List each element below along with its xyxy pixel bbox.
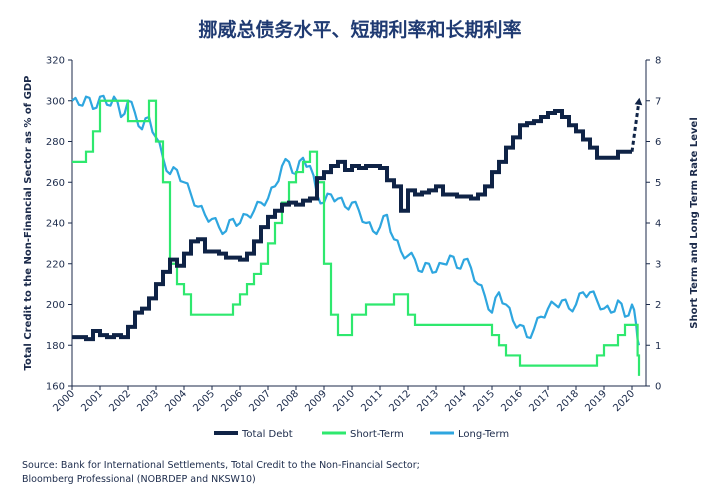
x-tick-label: 2013 [415, 388, 441, 414]
legend-label-total-debt: Total Debt [241, 429, 293, 440]
legend-label-short-term: Short-Term [350, 429, 404, 440]
source-line-2: Bloomberg Professional (NOBRDEP and NKSW… [22, 474, 256, 485]
left-tick-label: 320 [46, 56, 65, 67]
left-tick-label: 300 [46, 96, 65, 107]
right-tick-labels: 0 1 2 3 4 5 6 7 8 [646, 56, 661, 393]
right-axis-label: Short Term and Long Term Rate Level [689, 117, 700, 328]
source-line-1: Source: Bank for International Settlemen… [22, 460, 420, 471]
series-total-debt-line [72, 108, 632, 342]
legend-label-long-term: Long-Term [458, 429, 509, 440]
left-tick-label: 160 [46, 382, 65, 393]
left-tick-labels: 160 180 200 220 240 260 280 300 320 [46, 56, 72, 393]
right-tick-label: 0 [655, 382, 661, 393]
legend-item-total-debt: Total Debt [214, 429, 293, 440]
total-debt-projection-arrow [634, 97, 643, 106]
left-tick-label: 280 [46, 137, 65, 148]
x-tick-label: 2011 [359, 388, 385, 414]
series-long-term-line [71, 94, 641, 346]
total-debt-projection [630, 100, 641, 152]
right-tick-label: 3 [655, 259, 661, 270]
x-tick-label: 2007 [247, 388, 273, 414]
legend-item-short-term: Short-Term [322, 429, 404, 440]
x-tick-label: 2020 [611, 388, 637, 414]
right-tick-label: 8 [655, 56, 661, 67]
right-tick-label: 5 [655, 178, 661, 189]
right-tick-label: 7 [655, 96, 661, 107]
x-tick-label: 2012 [387, 388, 413, 414]
x-tick-label: 2003 [135, 388, 161, 414]
x-tick-label: 2005 [191, 388, 217, 414]
right-tick-label: 1 [655, 341, 661, 352]
x-tick-label: 2014 [443, 388, 469, 414]
x-tick-label: 2017 [527, 388, 553, 414]
left-tick-label: 220 [46, 259, 65, 270]
x-tick-label: 2016 [499, 388, 525, 414]
x-tick-label: 2004 [163, 388, 189, 414]
x-tick-label: 2009 [303, 388, 329, 414]
x-tick-label: 2008 [275, 388, 301, 414]
left-tick-label: 240 [46, 219, 65, 230]
axes [71, 60, 647, 387]
x-tick-label: 2015 [471, 388, 497, 414]
legend-item-long-term: Long-Term [430, 429, 509, 440]
left-axis-label: Total Credit to the Non-Financial Sector… [23, 76, 34, 371]
x-tick-labels: 2000 2001 2002 2003 2004 2005 2006 2007 2008 2009… [51, 386, 637, 414]
series-layer [71, 94, 643, 376]
chart-title: 挪威总债务水平、短期利率和长期利率 [198, 18, 521, 41]
x-tick-label: 2010 [331, 388, 357, 414]
series-short-term-line [72, 99, 641, 376]
right-tick-label: 4 [655, 219, 661, 230]
x-tick-label: 2002 [107, 388, 133, 414]
x-tick-label: 2018 [555, 388, 581, 414]
right-tick-label: 2 [655, 300, 661, 311]
left-tick-label: 180 [46, 341, 65, 352]
x-tick-label: 2001 [79, 388, 105, 414]
left-tick-label: 260 [46, 178, 65, 189]
legend: Total Debt Short-Term Long-Term [214, 429, 509, 440]
left-tick-label: 200 [46, 300, 65, 311]
x-tick-label: 2006 [219, 388, 245, 414]
right-tick-label: 6 [655, 137, 661, 148]
x-tick-label: 2019 [583, 388, 609, 414]
